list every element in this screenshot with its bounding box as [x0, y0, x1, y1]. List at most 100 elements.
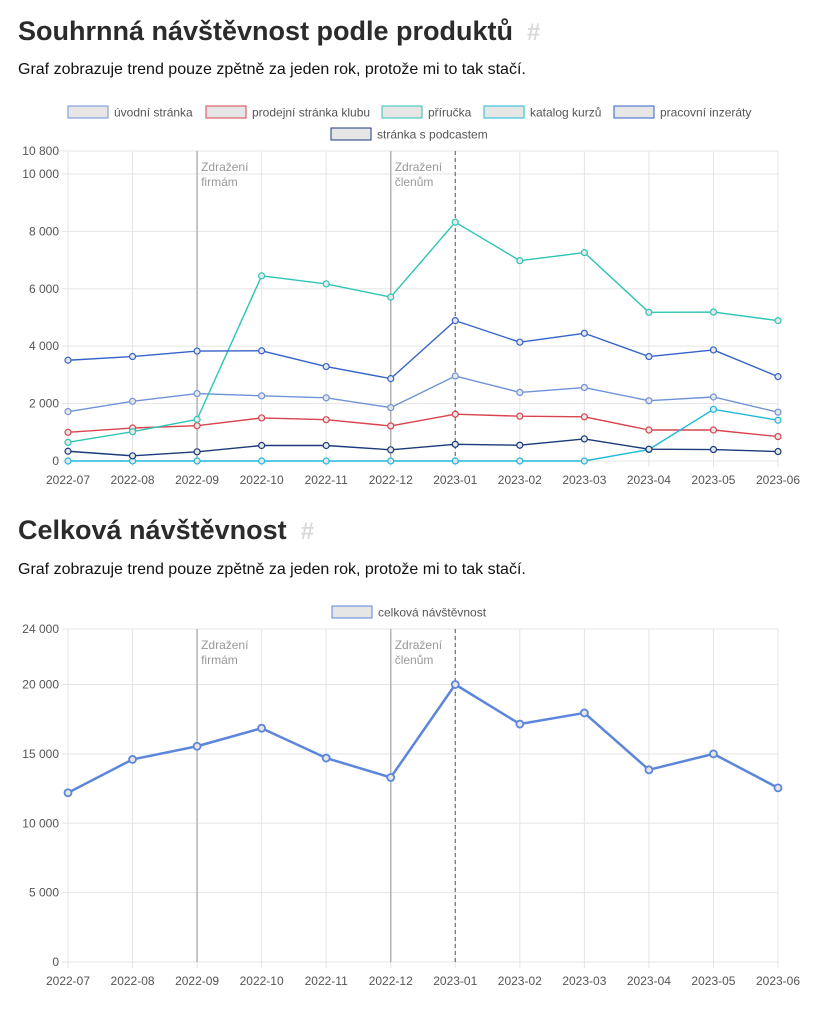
data-point	[709, 405, 718, 413]
data-point	[709, 445, 718, 454]
legend-item: pracovní inzeráty	[613, 105, 751, 120]
legend-swatch	[613, 105, 655, 119]
x-tick-label: 2022-07	[46, 473, 90, 487]
data-point	[387, 446, 395, 454]
data-point	[580, 457, 588, 465]
x-tick-label: 2022-12	[369, 473, 413, 487]
section-2-heading-text: Celková návštěvnost	[18, 515, 287, 545]
data-point	[258, 441, 266, 450]
x-tick-label: 2022-08	[111, 473, 155, 487]
legend-label: pracovní inzeráty	[660, 106, 751, 120]
annotation-label: členům	[395, 653, 434, 667]
data-point	[516, 412, 524, 420]
section-2-heading: Celková návštěvnost #	[18, 515, 314, 546]
data-point	[64, 438, 72, 446]
data-point	[450, 680, 460, 689]
data-point	[386, 773, 396, 782]
x-tick-label: 2022-09	[175, 974, 219, 988]
y-tick-label: 10 000	[22, 167, 59, 181]
x-tick-label: 2023-01	[433, 473, 477, 487]
legend-label: příručka	[428, 106, 472, 120]
x-tick-label: 2023-05	[691, 974, 735, 988]
data-point	[322, 280, 330, 288]
section-1-heading-text: Souhrnná návštěvnost podle produktů	[18, 16, 514, 46]
legend-swatch	[331, 605, 373, 619]
series-line	[67, 438, 779, 457]
x-tick-label: 2023-03	[562, 473, 606, 487]
data-point	[258, 457, 266, 465]
data-point	[387, 293, 395, 301]
data-point	[709, 426, 718, 434]
data-point	[709, 393, 718, 401]
data-point	[451, 440, 459, 448]
x-tick-label: 2023-05	[691, 473, 735, 487]
data-point	[387, 404, 395, 412]
x-tick-label: 2023-04	[627, 473, 671, 487]
data-point	[451, 317, 459, 325]
data-point	[193, 347, 201, 355]
series-6	[64, 435, 782, 460]
data-point	[580, 383, 588, 392]
data-point	[451, 457, 459, 465]
data-point	[645, 445, 653, 453]
y-tick-label: 20 000	[22, 678, 59, 692]
data-point	[644, 765, 654, 775]
data-point	[774, 433, 782, 441]
legend-item: katalog kurzů	[483, 105, 601, 120]
chart-legend: úvodní stránka prodejní stránka klubu přír…	[67, 105, 751, 142]
data-point	[580, 413, 588, 421]
data-point	[258, 414, 266, 422]
data-point	[322, 416, 330, 424]
data-point	[774, 408, 782, 416]
data-point	[258, 347, 266, 355]
section-2-anchor-link[interactable]: #	[300, 518, 314, 545]
data-point	[580, 249, 588, 257]
data-point	[580, 329, 588, 337]
data-point	[645, 397, 653, 405]
data-point	[516, 457, 524, 465]
data-point	[516, 338, 524, 346]
data-point	[387, 375, 395, 383]
data-point	[709, 749, 718, 759]
data-point	[128, 352, 137, 361]
data-point	[774, 447, 782, 456]
data-point	[774, 317, 782, 325]
data-point	[709, 308, 718, 316]
data-point	[258, 392, 266, 400]
legend-item: úvodní stránka	[67, 105, 193, 120]
data-point	[193, 448, 201, 456]
data-point	[516, 388, 524, 396]
data-point	[128, 428, 137, 436]
products-visits-chart: úvodní stránka prodejní stránka klubu přír…	[22, 105, 800, 487]
data-point	[63, 788, 73, 798]
y-tick-label: 15 000	[22, 747, 59, 761]
series-4	[64, 405, 782, 465]
series-line	[67, 375, 779, 413]
x-tick-label: 2022-07	[46, 974, 90, 988]
x-tick-label: 2022-11	[305, 473, 348, 487]
data-point	[645, 352, 653, 361]
y-tick-label: 10 000	[22, 816, 59, 830]
legend-label: celková návštěvnost	[378, 606, 487, 620]
y-tick-label: 10 800	[22, 144, 59, 158]
data-point	[645, 308, 653, 316]
legend-label: prodejní stránka klubu	[252, 106, 370, 120]
x-tick-label: 2023-04	[627, 974, 671, 988]
legend-swatch	[330, 127, 372, 141]
x-tick-label: 2023-02	[498, 473, 542, 487]
data-point	[774, 373, 782, 381]
legend-item: celková návštěvnost	[331, 605, 487, 620]
chart-legend: celková návštěvnost	[331, 605, 487, 620]
y-tick-label: 8 000	[29, 224, 59, 238]
data-point	[64, 408, 72, 416]
data-point	[451, 372, 459, 380]
series-line	[67, 221, 779, 444]
annotation-label: Zdražení	[201, 638, 249, 652]
data-point	[128, 452, 137, 460]
series-1	[64, 372, 782, 416]
data-point	[579, 708, 589, 718]
annotation-label: Zdražení	[201, 160, 249, 174]
legend-item: stránka s podcastem	[330, 127, 488, 142]
data-point	[516, 257, 524, 265]
section-1-anchor-link[interactable]: #	[527, 19, 541, 46]
